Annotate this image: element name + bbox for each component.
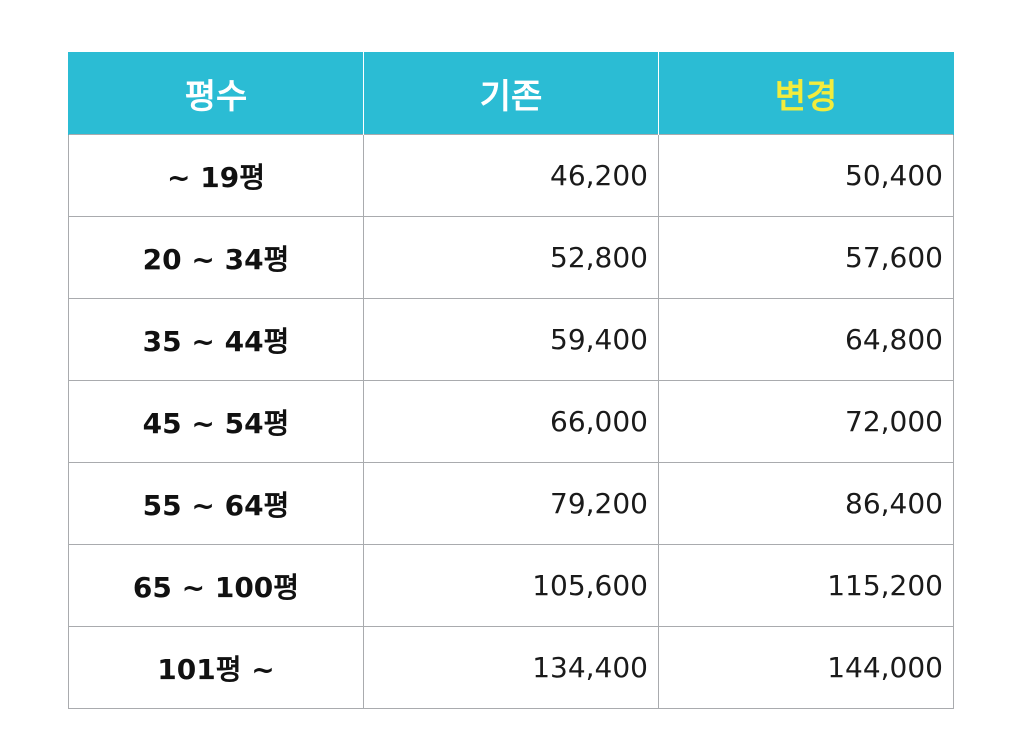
fee-table: 평수 기존 변경 ~ 19평 46,200 50,400 20 ~ 34평 52… (68, 52, 954, 709)
header-size: 평수 (68, 52, 364, 135)
size-cell: 35 ~ 44평 (68, 298, 364, 381)
old-price-cell: 46,200 (363, 134, 659, 217)
new-price-cell: 86,400 (658, 462, 954, 545)
size-cell: 55 ~ 64평 (68, 462, 364, 545)
old-price-cell: 105,600 (363, 544, 659, 627)
new-price-cell: 50,400 (658, 134, 954, 217)
old-price-cell: 134,400 (363, 626, 659, 709)
old-price-cell: 66,000 (363, 380, 659, 463)
table-row: 20 ~ 34평 52,800 57,600 (68, 216, 954, 299)
header-row: 평수 기존 변경 (68, 52, 954, 135)
new-price-cell: 64,800 (658, 298, 954, 381)
old-price-cell: 52,800 (363, 216, 659, 299)
table-header: 평수 기존 변경 (68, 52, 954, 135)
table-row: 35 ~ 44평 59,400 64,800 (68, 298, 954, 381)
size-cell: 101평 ~ (68, 626, 364, 709)
table-row: 101평 ~ 134,400 144,000 (68, 626, 954, 709)
size-cell: 45 ~ 54평 (68, 380, 364, 463)
new-price-cell: 115,200 (658, 544, 954, 627)
table-row: 65 ~ 100평 105,600 115,200 (68, 544, 954, 627)
size-cell: 65 ~ 100평 (68, 544, 364, 627)
new-price-cell: 72,000 (658, 380, 954, 463)
new-price-cell: 57,600 (658, 216, 954, 299)
table-row: 45 ~ 54평 66,000 72,000 (68, 380, 954, 463)
table-body: ~ 19평 46,200 50,400 20 ~ 34평 52,800 57,6… (68, 134, 954, 709)
header-old: 기존 (363, 52, 659, 135)
old-price-cell: 59,400 (363, 298, 659, 381)
header-new: 변경 (658, 52, 954, 135)
old-price-cell: 79,200 (363, 462, 659, 545)
table-row: ~ 19평 46,200 50,400 (68, 134, 954, 217)
new-price-cell: 144,000 (658, 626, 954, 709)
table-row: 55 ~ 64평 79,200 86,400 (68, 462, 954, 545)
size-cell: 20 ~ 34평 (68, 216, 364, 299)
size-cell: ~ 19평 (68, 134, 364, 217)
